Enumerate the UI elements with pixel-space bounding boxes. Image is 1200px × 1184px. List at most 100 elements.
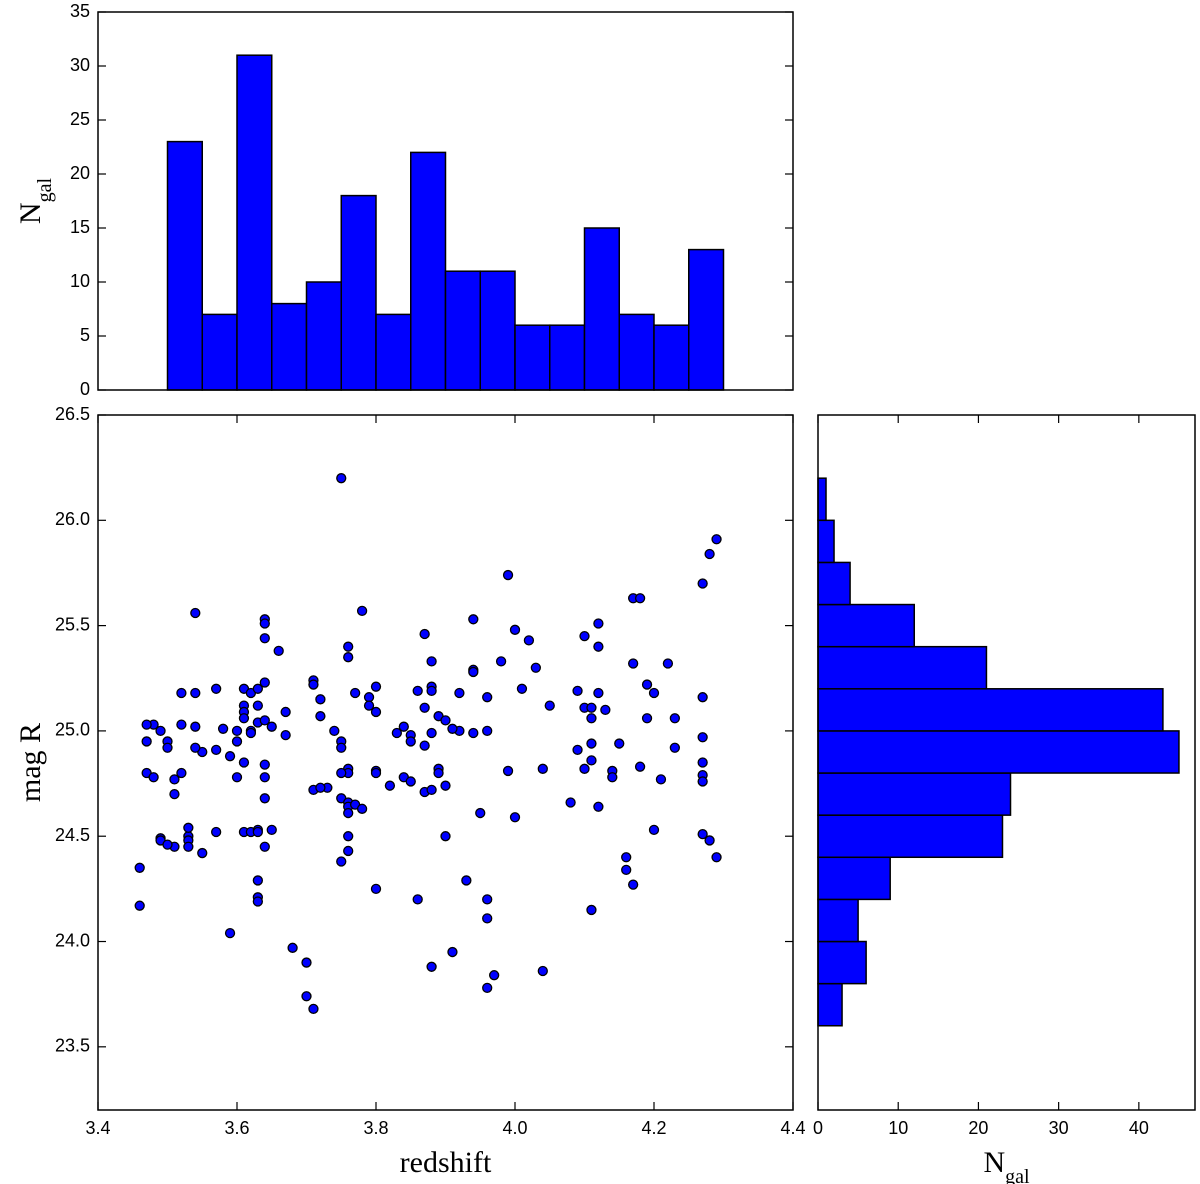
- point: [711, 534, 722, 545]
- point: [509, 812, 521, 823]
- bar: [166, 140, 203, 391]
- point: [634, 761, 646, 772]
- point: [336, 742, 347, 753]
- point: [586, 755, 597, 766]
- point: [697, 828, 708, 840]
- point: [579, 630, 590, 642]
- point: [280, 706, 291, 718]
- bar: [817, 814, 1004, 859]
- point: [648, 824, 660, 836]
- label-subscript: gal: [34, 178, 56, 203]
- bar: [688, 248, 725, 391]
- point: [287, 942, 298, 953]
- point: [572, 685, 583, 697]
- point: [704, 835, 715, 846]
- point: [155, 725, 166, 737]
- y-tick-label: 35: [70, 1, 90, 21]
- bar: [817, 982, 843, 1027]
- point: [266, 721, 277, 732]
- point: [162, 742, 173, 753]
- x-tick-label: 40: [1129, 1118, 1149, 1138]
- bar: [817, 730, 1180, 774]
- point: [704, 548, 715, 560]
- point: [356, 803, 368, 814]
- point: [210, 744, 222, 756]
- point: [197, 847, 208, 859]
- point: [266, 824, 277, 836]
- point: [607, 772, 618, 783]
- point: [336, 473, 347, 484]
- point: [238, 757, 250, 768]
- point: [210, 683, 222, 694]
- point: [697, 757, 708, 768]
- point: [475, 807, 486, 819]
- point: [217, 723, 229, 734]
- point: [343, 831, 354, 842]
- point: [141, 736, 152, 747]
- point: [370, 681, 382, 692]
- point: [224, 751, 236, 762]
- point: [259, 841, 270, 852]
- point: [468, 727, 479, 739]
- bar: [817, 772, 1012, 816]
- point: [572, 744, 583, 756]
- y-tick-label: 23.5: [55, 1036, 90, 1056]
- point: [259, 633, 270, 644]
- point: [662, 658, 674, 669]
- point: [447, 946, 458, 958]
- point: [301, 991, 312, 1002]
- y-axis-label: mag R: [14, 723, 47, 802]
- point: [447, 723, 458, 734]
- point: [315, 782, 326, 793]
- point: [502, 569, 514, 581]
- point: [593, 641, 604, 652]
- y-tick-label: 26.0: [55, 509, 90, 529]
- point: [384, 780, 396, 791]
- point: [426, 685, 437, 697]
- point: [523, 635, 535, 646]
- point: [162, 839, 173, 850]
- point: [586, 702, 597, 713]
- bar: [410, 151, 447, 391]
- point: [301, 957, 312, 968]
- point: [259, 759, 270, 770]
- bar: [618, 313, 655, 391]
- point: [544, 700, 555, 711]
- point: [280, 729, 291, 741]
- point: [190, 607, 201, 619]
- bar: [817, 477, 827, 522]
- y-tick-label: 15: [70, 217, 90, 237]
- label-main: N: [14, 202, 47, 224]
- point: [370, 706, 382, 718]
- point: [530, 662, 541, 673]
- point: [224, 927, 236, 939]
- point: [245, 727, 257, 739]
- point: [537, 763, 548, 774]
- bar: [201, 313, 238, 391]
- point: [363, 692, 375, 703]
- y-tick-label: 25.5: [55, 614, 90, 634]
- point: [440, 831, 451, 842]
- point: [586, 713, 597, 724]
- point: [537, 965, 548, 977]
- y-tick-label: 10: [70, 271, 90, 291]
- bar: [479, 270, 516, 391]
- x-tick-label: 4.4: [780, 1118, 805, 1138]
- panel: [166, 54, 725, 391]
- point: [697, 578, 708, 589]
- point: [238, 713, 250, 724]
- point: [190, 742, 201, 753]
- point: [440, 780, 451, 791]
- bar: [549, 324, 586, 391]
- bar: [653, 324, 690, 391]
- point: [315, 694, 326, 705]
- point: [628, 658, 639, 669]
- x-tick-label: 0: [813, 1118, 823, 1138]
- point: [440, 715, 451, 726]
- point: [468, 666, 479, 678]
- point: [398, 721, 409, 732]
- bar: [817, 645, 988, 690]
- bar: [817, 603, 916, 648]
- point: [329, 725, 340, 737]
